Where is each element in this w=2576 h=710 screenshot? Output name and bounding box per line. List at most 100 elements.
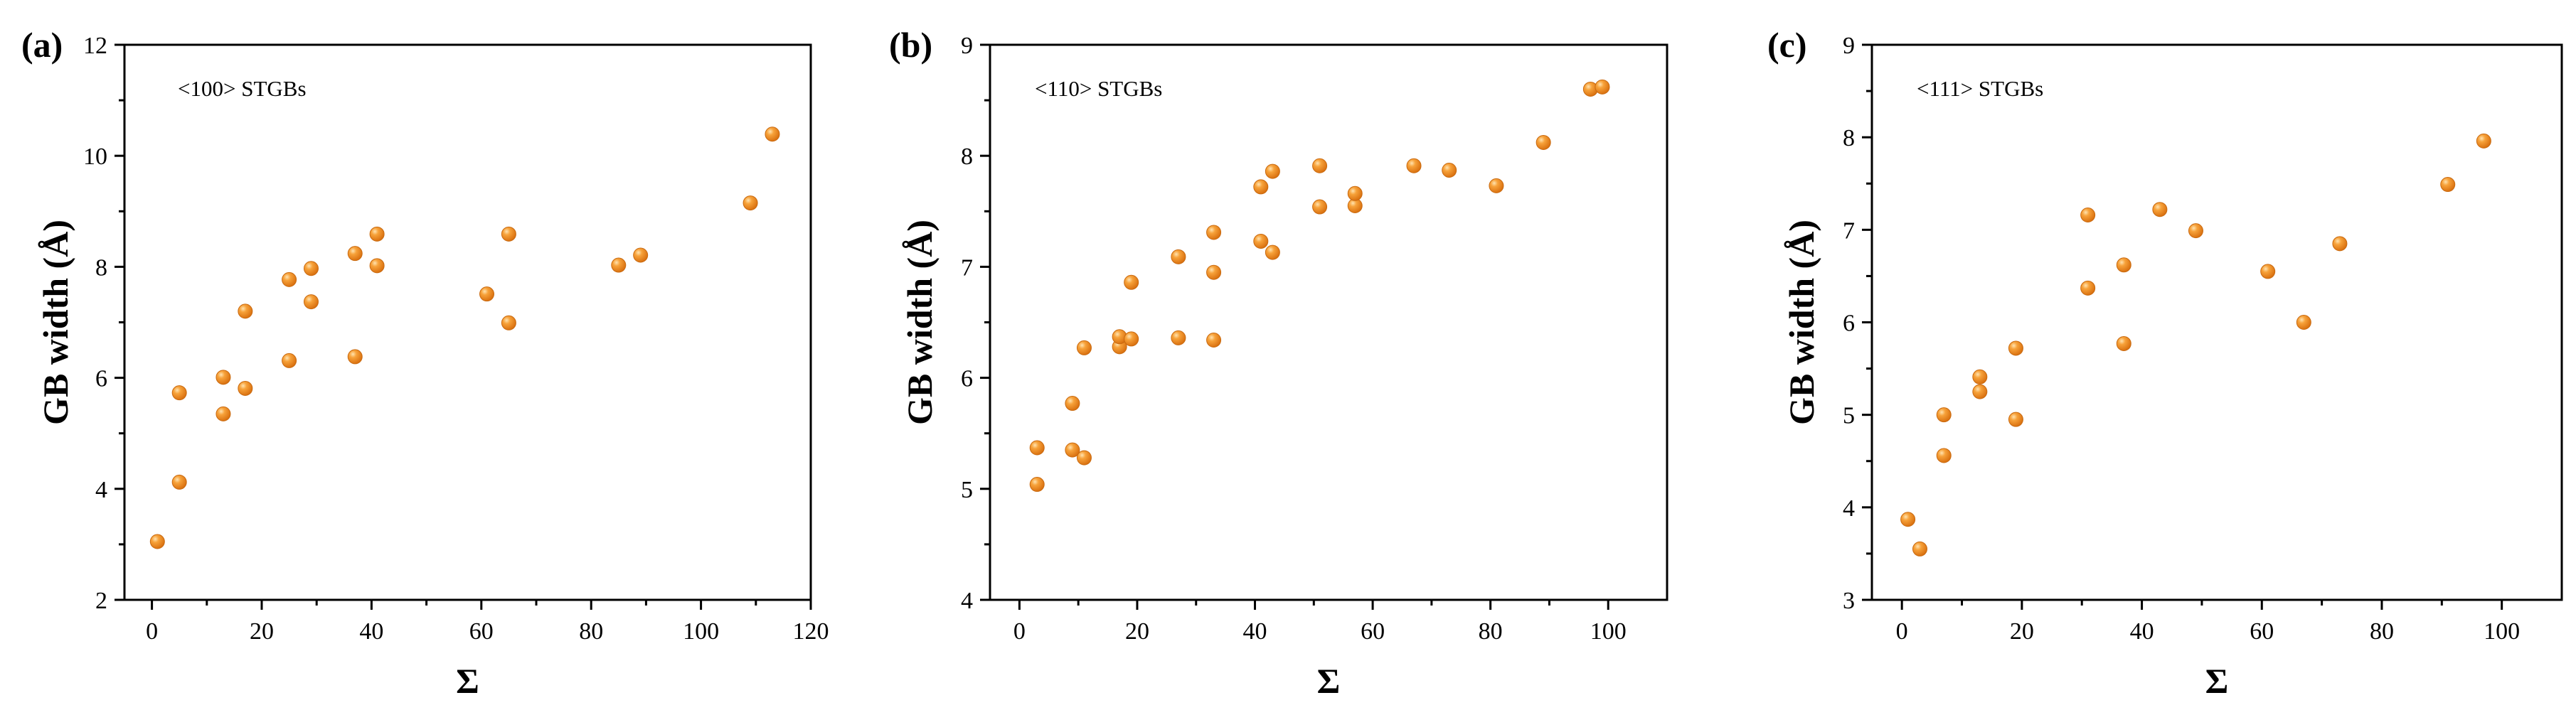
data-point <box>1912 541 1927 556</box>
x-tick-label: 20 <box>250 618 274 645</box>
data-point <box>2116 335 2131 351</box>
y-tick-label: 4 <box>95 477 107 503</box>
data-point <box>765 127 780 142</box>
data-point <box>282 353 297 368</box>
data-point <box>743 195 758 211</box>
data-point <box>1265 163 1280 179</box>
y-tick-label: 4 <box>1843 495 1855 522</box>
plot-frame <box>1870 43 2563 601</box>
data-point <box>1253 179 1269 195</box>
data-point <box>1312 158 1328 173</box>
data-point <box>1972 369 1988 384</box>
data-point <box>479 286 495 302</box>
data-point <box>1253 233 1269 249</box>
data-point <box>1900 512 1916 527</box>
data-point <box>369 226 385 242</box>
data-point <box>611 257 627 273</box>
x-tick-label: 20 <box>2010 618 2034 645</box>
y-tick-label: 6 <box>1843 311 1855 337</box>
data-point <box>215 406 231 421</box>
x-tick-label: 80 <box>579 618 603 645</box>
data-point <box>2188 223 2203 239</box>
data-point <box>1936 407 1952 423</box>
x-tick-label: 0 <box>1013 618 1026 645</box>
x-tick-label: 100 <box>683 618 719 645</box>
data-point <box>303 261 319 276</box>
data-point <box>2332 236 2348 252</box>
data-point <box>238 380 253 396</box>
y-axis-title: GB width (Å) <box>36 220 75 425</box>
plot-frame <box>989 43 1668 601</box>
y-tick-label: 8 <box>961 144 973 170</box>
data-point <box>2080 208 2096 223</box>
data-point <box>1206 264 1222 280</box>
y-tick-label: 12 <box>83 33 107 59</box>
data-point <box>1312 199 1328 215</box>
data-point <box>171 474 187 490</box>
data-point <box>1076 340 1092 355</box>
data-point <box>369 258 385 274</box>
y-tick-label: 2 <box>95 588 107 614</box>
data-point <box>1489 178 1504 193</box>
data-point <box>347 349 363 365</box>
data-point <box>1171 249 1186 264</box>
y-axis-title: GB width (Å) <box>1782 220 1821 425</box>
x-tick-label: 60 <box>2250 618 2274 645</box>
data-point <box>501 315 516 330</box>
y-tick-label: 5 <box>1843 403 1855 429</box>
y-axis-title: GB width (Å) <box>900 220 940 425</box>
x-tick-label: 100 <box>1590 618 1627 645</box>
x-tick-label: 80 <box>2370 618 2394 645</box>
data-point <box>1442 163 1457 178</box>
data-point <box>2440 177 2456 193</box>
x-tick-label: 0 <box>1896 618 1908 645</box>
x-axis-title: Σ <box>456 661 479 701</box>
data-point <box>1124 331 1139 347</box>
data-point <box>1972 384 1988 399</box>
data-point <box>1265 244 1280 260</box>
data-point <box>2008 340 2023 356</box>
y-tick-label: 6 <box>961 366 973 392</box>
data-point <box>1076 450 1092 466</box>
data-point <box>633 247 649 263</box>
y-tick-label: 8 <box>1843 125 1855 151</box>
panel-2: (b) 0 20 40 60 80 100 4 5 6 7 8 9 Σ GB width (Å) <110> … <box>889 25 1668 701</box>
data-point <box>1936 448 1952 463</box>
data-point <box>1029 477 1045 493</box>
plot-frame <box>123 43 812 601</box>
y-tick-label: 8 <box>95 254 107 281</box>
data-point <box>1206 332 1222 348</box>
data-point <box>1536 134 1551 150</box>
x-tick-label: 60 <box>469 618 494 645</box>
panel-1: (a) 0 20 40 60 80 100 120 2 4 6 8 10 12 Σ GB width (Å) <… <box>21 25 829 701</box>
panel-label: (b) <box>889 25 932 65</box>
x-tick-label: 40 <box>2130 618 2154 645</box>
x-tick-label: 20 <box>1125 618 1149 645</box>
y-tick-label: 4 <box>961 588 973 614</box>
data-point <box>1406 158 1422 173</box>
y-tick-label: 5 <box>961 477 973 503</box>
data-point <box>303 294 319 310</box>
data-point <box>2260 264 2276 279</box>
data-point <box>1065 396 1080 412</box>
x-tick-label: 100 <box>2484 618 2520 645</box>
data-point <box>238 303 253 319</box>
panel-label: (a) <box>21 25 63 65</box>
series-annotation: <110> STGBs <box>1035 76 1162 101</box>
x-axis-title: Σ <box>2205 661 2229 701</box>
data-point <box>2116 257 2131 273</box>
series-annotation: <100> STGBs <box>178 76 307 101</box>
data-point <box>1171 330 1186 345</box>
data-point <box>2008 412 2023 427</box>
x-tick-label: 40 <box>359 618 383 645</box>
data-point <box>1029 440 1045 456</box>
x-axis-title: Σ <box>1317 661 1341 701</box>
panel-3: (c) 0 20 40 60 80 100 3 4 5 6 7 8 9 Σ GB width (Å) <111>… <box>1767 25 2563 701</box>
data-point <box>1065 442 1080 458</box>
y-tick-label: 7 <box>961 254 973 281</box>
data-point <box>2476 133 2491 149</box>
y-tick-label: 10 <box>83 144 107 170</box>
x-tick-label: 60 <box>1361 618 1385 645</box>
data-point <box>2296 315 2311 330</box>
